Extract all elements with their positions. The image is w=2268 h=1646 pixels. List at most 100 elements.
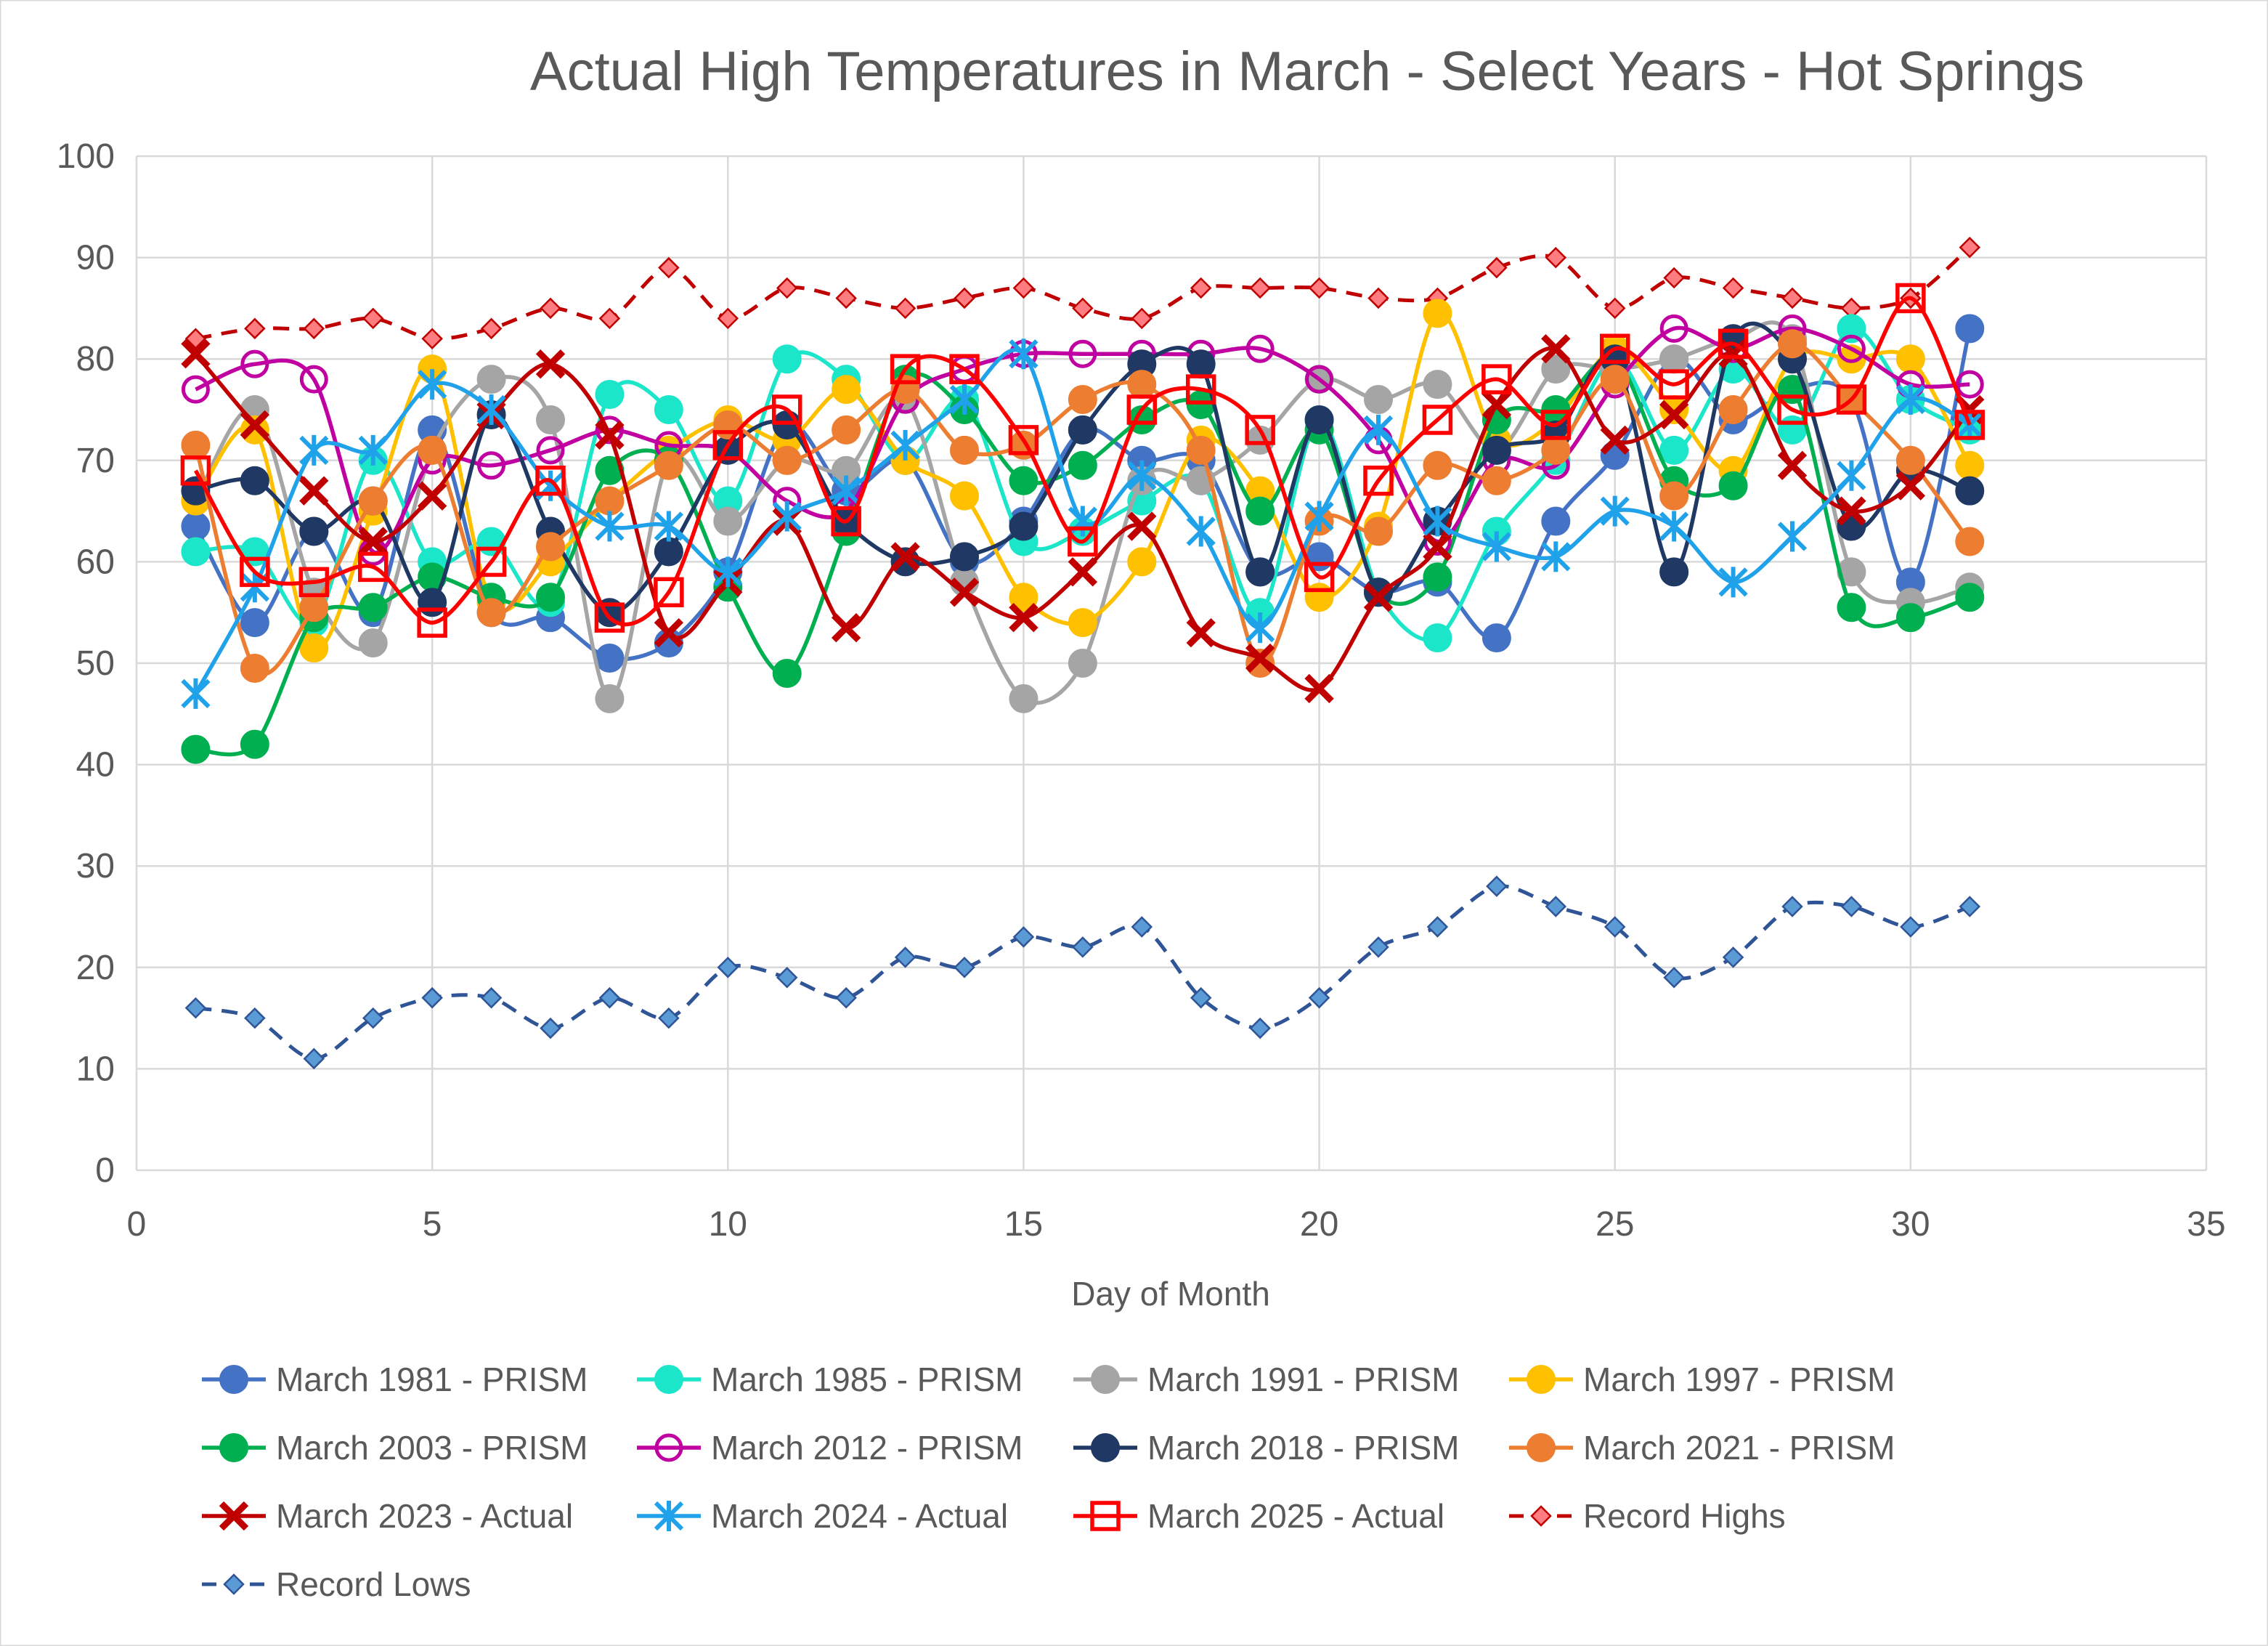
data-point-march-2003-prism	[1718, 471, 1748, 500]
legend-marker	[1527, 1365, 1556, 1394]
data-point-march-1997-prism	[832, 375, 861, 405]
data-point-march-2023-actual	[417, 481, 447, 511]
data-point-march-2021-prism	[1955, 527, 1985, 556]
y-tick-label: 10	[76, 1050, 115, 1088]
series-record-highs	[184, 236, 1981, 350]
data-point-march-1981-prism	[240, 608, 269, 638]
series-march-2025-actual	[180, 283, 1985, 638]
data-point-march-2025-actual	[1895, 283, 1926, 314]
data-point-record-highs	[1131, 307, 1153, 330]
data-point-record-lows	[362, 1007, 384, 1029]
data-point-march-2018-prism	[299, 516, 329, 546]
data-point-march-2025-actual	[1659, 369, 1689, 400]
data-point-march-2018-prism	[1304, 405, 1334, 434]
data-point-march-2012-prism	[595, 415, 624, 445]
legend-item-march-2024-actual: March 2024 - Actual	[637, 1497, 1008, 1535]
x-tick-label: 35	[2187, 1205, 2225, 1244]
data-point-record-lows	[303, 1047, 325, 1070]
data-point-record-lows	[540, 1017, 561, 1039]
data-point-record-lows	[658, 1007, 680, 1029]
data-point-march-2023-actual	[1777, 450, 1808, 480]
data-point-march-2018-prism	[1009, 511, 1039, 541]
legend-label: March 2023 - Actual	[276, 1497, 573, 1535]
data-point-march-2024-actual	[1541, 541, 1571, 572]
data-point-march-1981-prism	[1541, 506, 1571, 536]
data-point-march-2021-prism	[1481, 466, 1511, 495]
data-point-record-highs	[1367, 287, 1389, 309]
data-point-march-2003-prism	[358, 593, 388, 623]
data-point-march-2025-actual	[357, 551, 389, 583]
data-point-record-highs	[658, 256, 680, 279]
data-point-march-2021-prism	[1718, 395, 1748, 424]
data-point-march-1997-prism	[1068, 608, 1097, 638]
data-point-record-lows	[184, 997, 207, 1019]
x-tick-label: 25	[1596, 1205, 1634, 1244]
legend-marker	[219, 1433, 248, 1462]
data-point-record-lows	[1190, 986, 1212, 1009]
gridlines	[135, 155, 2208, 1172]
data-point-march-2021-prism	[418, 435, 447, 465]
data-point-march-2012-prism	[299, 365, 328, 394]
data-point-march-2025-actual	[1777, 394, 1808, 425]
data-point-march-2025-actual	[1422, 405, 1453, 435]
data-point-march-1997-prism	[1895, 344, 1925, 374]
data-point-march-1991-prism	[595, 684, 625, 713]
data-point-march-1985-prism	[595, 380, 625, 410]
data-point-march-2023-actual	[831, 612, 861, 643]
legend-label: Record Lows	[276, 1565, 471, 1603]
data-point-march-1991-prism	[1837, 557, 1866, 587]
data-point-march-2021-prism	[1127, 370, 1157, 400]
data-point-march-2021-prism	[1778, 329, 1807, 359]
data-point-march-2023-actual	[358, 527, 388, 556]
data-point-march-2012-prism	[240, 349, 269, 378]
data-point-record-highs	[1308, 277, 1330, 299]
data-point-march-2003-prism	[1068, 450, 1097, 480]
data-point-march-2003-prism	[1837, 593, 1866, 623]
data-point-march-2024-actual	[1837, 460, 1866, 491]
data-point-march-2025-actual	[1718, 328, 1749, 360]
series-line-march-1981-prism	[194, 328, 1972, 662]
x-tick-label: 5	[423, 1205, 442, 1244]
data-point-record-highs	[1663, 267, 1685, 289]
series-line-march-1991-prism	[194, 320, 1971, 705]
data-point-march-2023-actual	[1600, 425, 1630, 455]
data-point-march-2003-prism	[772, 658, 802, 688]
x-tick-label: 30	[1891, 1205, 1930, 1244]
data-point-march-2024-actual	[299, 434, 329, 466]
data-point-march-2024-actual	[1423, 506, 1452, 537]
data-point-record-highs	[1545, 246, 1567, 269]
data-point-march-2025-actual	[1954, 410, 1985, 440]
data-point-march-2025-actual	[240, 556, 270, 588]
data-point-march-2012-prism	[477, 451, 506, 480]
data-point-record-highs	[540, 297, 561, 320]
data-point-march-2023-actual	[654, 617, 684, 648]
series-line-march-2012-prism	[195, 325, 1970, 555]
legend-item-march-2021-prism: March 2021 - PRISM	[1509, 1429, 1895, 1467]
data-point-march-2012-prism	[1068, 339, 1097, 368]
data-point-march-2021-prism	[1600, 365, 1630, 394]
data-point-march-2024-actual	[1186, 516, 1216, 547]
data-point-march-2025-actual	[1185, 374, 1216, 405]
data-point-march-1985-prism	[1423, 623, 1452, 653]
data-point-march-2025-actual	[771, 394, 802, 425]
legend-label: March 1991 - PRISM	[1147, 1361, 1459, 1398]
data-point-record-highs	[421, 328, 443, 350]
data-point-record-lows	[1900, 916, 1922, 938]
x-tick-label: 0	[127, 1205, 147, 1244]
data-point-march-2023-actual	[1363, 583, 1394, 612]
data-point-march-2023-actual	[1837, 496, 1866, 526]
y-tick-label: 80	[76, 340, 115, 378]
data-point-march-2023-actual	[1009, 602, 1039, 633]
legend-marker	[223, 1573, 245, 1595]
data-point-march-1981-prism	[1481, 623, 1511, 653]
data-point-march-1985-prism	[654, 395, 683, 424]
data-point-march-1997-prism	[240, 415, 269, 445]
data-point-record-highs	[717, 307, 739, 330]
data-point-record-lows	[954, 957, 975, 978]
data-point-record-lows	[244, 1007, 266, 1029]
data-point-march-2012-prism	[536, 436, 565, 465]
data-point-march-2003-prism	[240, 729, 269, 759]
data-point-march-2024-actual	[654, 511, 683, 542]
data-point-march-2021-prism	[358, 486, 388, 516]
